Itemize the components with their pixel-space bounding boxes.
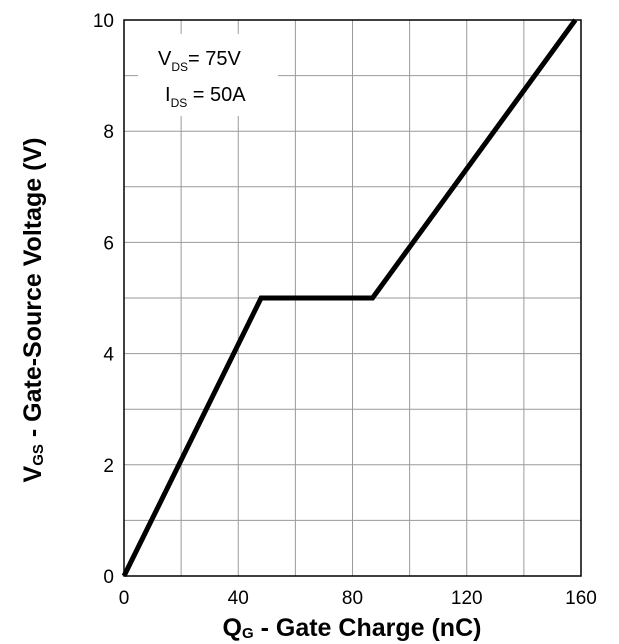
x-axis-label: QG - Gate Charge (nC) bbox=[223, 614, 482, 642]
x-tick-label: 120 bbox=[451, 588, 483, 609]
x-axis-label-main: Q bbox=[223, 614, 242, 642]
annotation-vds-main: V bbox=[158, 48, 172, 70]
x-tick-labels: 0 40 80 120 160 bbox=[119, 588, 597, 609]
x-axis-label-rest: - Gate Charge (nC) bbox=[254, 614, 482, 642]
annotation-vds-sub: DS bbox=[171, 60, 188, 74]
y-axis-label-rest: - Gate-Source Voltage (V) bbox=[19, 138, 47, 445]
x-tick-label: 0 bbox=[119, 588, 130, 609]
annotation-ids-rest: = 50A bbox=[187, 84, 246, 106]
y-axis-label-main: V bbox=[19, 465, 47, 482]
plot-frame bbox=[123, 19, 582, 577]
y-tick-label: 4 bbox=[103, 345, 114, 366]
y-tick-label: 2 bbox=[103, 456, 114, 477]
y-axis-label-sub: GS bbox=[30, 444, 47, 466]
y-tick-label: 6 bbox=[103, 233, 114, 254]
x-axis-label-sub: G bbox=[242, 625, 254, 642]
x-tick-label: 80 bbox=[342, 588, 363, 609]
annotation-ids: IDS = 50A bbox=[165, 84, 246, 110]
series-layer bbox=[121, 18, 578, 578]
annotation-ids-main: I bbox=[165, 84, 171, 106]
x-tick-label: 40 bbox=[228, 588, 249, 609]
x-tick-label: 160 bbox=[565, 588, 597, 609]
annotation-ids-sub: DS bbox=[171, 96, 188, 110]
y-axis-label: VGS - Gate-Source Voltage (V) bbox=[19, 138, 47, 483]
gate-charge-curve bbox=[121, 18, 578, 578]
annotation-vds: VDS= 75V bbox=[158, 48, 241, 74]
annotation-box bbox=[138, 34, 278, 116]
y-tick-label: 0 bbox=[103, 567, 114, 588]
y-tick-labels: 0 2 4 6 8 10 bbox=[93, 11, 115, 588]
annotation-vds-rest: = 75V bbox=[188, 48, 241, 70]
y-tick-label: 10 bbox=[93, 11, 114, 32]
y-tick-label: 8 bbox=[103, 122, 114, 143]
